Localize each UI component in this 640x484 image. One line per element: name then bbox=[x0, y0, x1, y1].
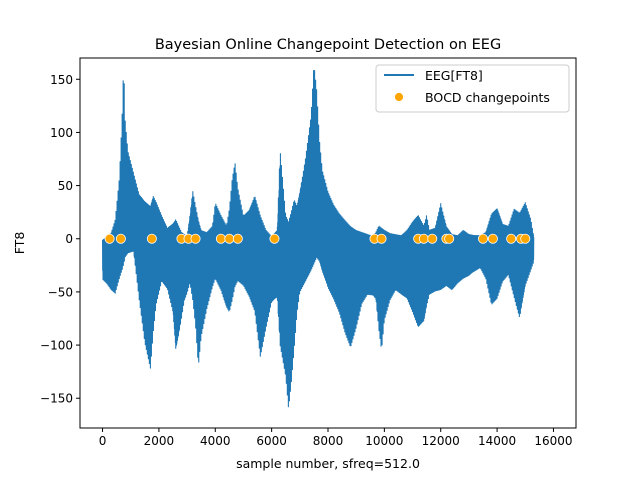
x-tick-label: 14000 bbox=[478, 434, 516, 448]
changepoint-marker bbox=[232, 233, 243, 244]
x-tick-label: 8000 bbox=[313, 434, 344, 448]
y-tick-label: −150 bbox=[40, 392, 73, 406]
y-tick-label: −100 bbox=[40, 339, 73, 353]
changepoint-marker bbox=[115, 233, 126, 244]
changepoint-marker bbox=[444, 233, 455, 244]
y-axis-label: FT8 bbox=[12, 232, 27, 255]
chart-title: Bayesian Online Changepoint Detection on… bbox=[155, 37, 501, 53]
changepoint-marker bbox=[146, 233, 157, 244]
x-axis-label: sample number, sfreq=512.0 bbox=[236, 456, 420, 471]
legend: EEG[FT8] BOCD changepoints bbox=[375, 64, 570, 113]
x-tick-label: 6000 bbox=[256, 434, 287, 448]
x-tick-label: 2000 bbox=[144, 434, 175, 448]
changepoint-marker bbox=[506, 233, 517, 244]
legend-box bbox=[375, 64, 570, 113]
changepoint-marker bbox=[376, 233, 387, 244]
y-tick-label: 0 bbox=[65, 232, 73, 246]
changepoint-marker bbox=[224, 233, 235, 244]
changepoint-marker bbox=[104, 233, 115, 244]
y-tick-label: 150 bbox=[50, 73, 73, 87]
legend-marker-swatch bbox=[394, 92, 404, 102]
legend-label-eeg: EEG[FT8] bbox=[425, 68, 483, 83]
x-tick-label: 16000 bbox=[534, 434, 572, 448]
changepoint-marker bbox=[269, 233, 280, 244]
y-tick-label: 100 bbox=[50, 126, 73, 140]
y-axis: −150 −100 −50 0 50 100 150 bbox=[40, 73, 80, 406]
changepoint-marker bbox=[427, 233, 438, 244]
x-tick-label: 10000 bbox=[365, 434, 403, 448]
x-axis: 0 2000 4000 6000 8000 10000 12000 14000 16000 bbox=[99, 428, 573, 448]
x-tick-label: 12000 bbox=[422, 434, 460, 448]
changepoint-marker bbox=[477, 233, 488, 244]
x-tick-label: 0 bbox=[99, 434, 107, 448]
eeg-series-line bbox=[102, 69, 535, 408]
y-tick-label: −50 bbox=[48, 285, 73, 299]
changepoint-marker bbox=[190, 233, 201, 244]
changepoint-marker bbox=[215, 233, 226, 244]
y-tick-label: 50 bbox=[58, 179, 73, 193]
legend-label-changepoints: BOCD changepoints bbox=[425, 90, 550, 105]
changepoint-marker bbox=[418, 233, 429, 244]
changepoint-marker bbox=[520, 233, 531, 244]
changepoint-marker bbox=[487, 233, 498, 244]
x-tick-label: 4000 bbox=[200, 434, 231, 448]
